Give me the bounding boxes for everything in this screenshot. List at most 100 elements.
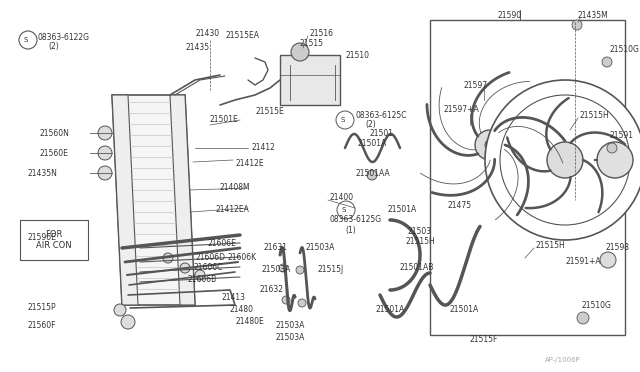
Text: (2): (2) <box>365 119 376 128</box>
Text: 21412E: 21412E <box>235 158 264 167</box>
Circle shape <box>98 166 112 180</box>
Text: 21480: 21480 <box>230 305 254 314</box>
Text: 21501AB: 21501AB <box>400 263 435 273</box>
Text: 21501A: 21501A <box>388 205 417 215</box>
Circle shape <box>296 266 304 274</box>
Text: 21515E: 21515E <box>256 108 285 116</box>
Text: 21606C: 21606C <box>193 263 222 273</box>
Text: 21515H: 21515H <box>535 241 564 250</box>
Text: AP-/1006P: AP-/1006P <box>545 357 580 363</box>
Text: 21597+A: 21597+A <box>443 106 479 115</box>
Text: 21435N: 21435N <box>28 169 58 177</box>
Text: 21632: 21632 <box>260 285 284 295</box>
Text: 21503: 21503 <box>408 228 432 237</box>
Polygon shape <box>112 95 138 305</box>
Text: 21501A: 21501A <box>358 138 387 148</box>
Text: 21515H: 21515H <box>580 110 610 119</box>
Text: 21501A: 21501A <box>375 305 404 314</box>
Circle shape <box>500 95 630 225</box>
Circle shape <box>367 170 377 180</box>
Text: 21412EA: 21412EA <box>215 205 249 215</box>
Circle shape <box>572 20 582 30</box>
Text: 21503A: 21503A <box>262 266 291 275</box>
Text: 21560F: 21560F <box>28 321 56 330</box>
Circle shape <box>298 299 306 307</box>
Text: 08363-6125G: 08363-6125G <box>330 215 382 224</box>
Circle shape <box>19 31 37 49</box>
Text: S: S <box>341 117 345 123</box>
Text: S: S <box>24 37 28 43</box>
Text: (1): (1) <box>345 225 356 234</box>
Text: 21408M: 21408M <box>220 183 251 192</box>
Circle shape <box>121 315 135 329</box>
Text: 21515EA: 21515EA <box>225 31 259 39</box>
Text: 21503A: 21503A <box>275 333 305 341</box>
Text: 21501: 21501 <box>370 128 394 138</box>
Text: 21590: 21590 <box>498 12 522 20</box>
Circle shape <box>600 252 616 268</box>
Circle shape <box>337 201 355 219</box>
Bar <box>20 220 88 260</box>
Text: 21606E: 21606E <box>208 238 237 247</box>
Text: 21515H: 21515H <box>405 237 435 247</box>
Text: 21503A: 21503A <box>305 244 334 253</box>
Text: 21631: 21631 <box>264 244 288 253</box>
Circle shape <box>607 143 617 153</box>
Text: (2): (2) <box>48 42 59 51</box>
Circle shape <box>195 270 205 280</box>
Circle shape <box>291 43 309 61</box>
Text: 21413: 21413 <box>222 294 246 302</box>
Text: 21516: 21516 <box>310 29 334 38</box>
Circle shape <box>547 142 583 178</box>
Text: 08363-6125C: 08363-6125C <box>355 110 406 119</box>
Text: 21560E: 21560E <box>40 148 69 157</box>
Text: 21596E: 21596E <box>28 234 57 243</box>
Text: 21606K: 21606K <box>228 253 257 262</box>
Text: FOR
AIR CON: FOR AIR CON <box>36 230 72 250</box>
Text: 21515: 21515 <box>300 38 324 48</box>
Text: 21400: 21400 <box>330 193 354 202</box>
Circle shape <box>98 126 112 140</box>
Circle shape <box>485 80 640 240</box>
Circle shape <box>597 142 633 178</box>
Text: 21510: 21510 <box>345 51 369 60</box>
Circle shape <box>485 140 495 150</box>
Polygon shape <box>112 95 195 305</box>
Text: 21597: 21597 <box>464 80 488 90</box>
Circle shape <box>98 146 112 160</box>
Text: 21475: 21475 <box>447 201 471 209</box>
Text: 21510G: 21510G <box>610 45 640 55</box>
Text: 08363-6122G: 08363-6122G <box>38 33 90 42</box>
Circle shape <box>279 264 287 272</box>
Text: 21515P: 21515P <box>28 304 56 312</box>
Circle shape <box>475 130 505 160</box>
Text: 21606D: 21606D <box>195 253 225 262</box>
Text: 21430: 21430 <box>196 29 220 38</box>
Text: 21435: 21435 <box>185 44 209 52</box>
Text: 21503A: 21503A <box>275 321 305 330</box>
Circle shape <box>282 296 290 304</box>
Polygon shape <box>170 95 195 305</box>
Circle shape <box>602 57 612 67</box>
Text: 21515J: 21515J <box>318 266 344 275</box>
Text: 21591: 21591 <box>610 131 634 140</box>
Circle shape <box>180 263 190 273</box>
Text: 21501E: 21501E <box>210 115 239 125</box>
Text: S: S <box>342 207 346 213</box>
Circle shape <box>51 231 59 239</box>
Text: 21560N: 21560N <box>40 128 70 138</box>
Text: 21515F: 21515F <box>470 336 499 344</box>
Bar <box>280 55 340 105</box>
Circle shape <box>577 312 589 324</box>
Text: 21598: 21598 <box>605 244 629 253</box>
Text: 21591+A: 21591+A <box>565 257 600 266</box>
Circle shape <box>163 253 173 263</box>
Circle shape <box>46 226 64 244</box>
Circle shape <box>114 304 126 316</box>
Text: 21510G: 21510G <box>582 301 612 310</box>
Circle shape <box>336 111 354 129</box>
Text: 21606B: 21606B <box>188 276 217 285</box>
Text: 21501A: 21501A <box>450 305 479 314</box>
Text: 21435M: 21435M <box>577 12 608 20</box>
Text: 21412: 21412 <box>252 144 276 153</box>
